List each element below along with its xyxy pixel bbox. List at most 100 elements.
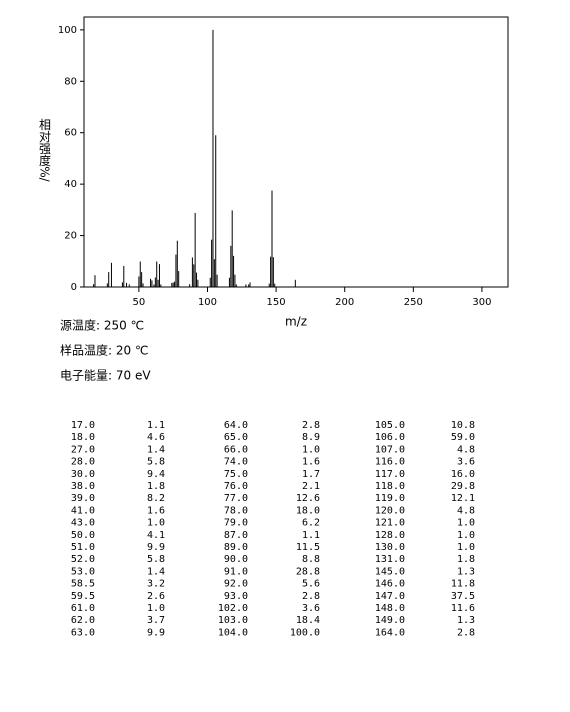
table-intensity: 1.4: [147, 444, 165, 455]
table-intensity: 3.6: [302, 603, 320, 614]
table-intensity: 5.8: [147, 554, 165, 565]
table-mz: 66.0: [224, 444, 248, 455]
table-mz: 65.0: [224, 432, 248, 443]
table-mz: 146.0: [375, 579, 405, 590]
table-intensity: 5.6: [302, 579, 320, 590]
y-tick-label: 80: [64, 76, 77, 87]
table-mz: 117.0: [375, 469, 405, 480]
condition: 样品温度: 20 ℃: [60, 343, 148, 358]
table-intensity: 18.4: [296, 615, 320, 626]
x-tick-label: 50: [133, 297, 146, 308]
table-mz: 28.0: [71, 457, 95, 468]
table-intensity: 9.9: [147, 542, 165, 553]
table-mz: 89.0: [224, 542, 248, 553]
table-intensity: 5.8: [147, 457, 165, 468]
table-mz: 105.0: [375, 420, 405, 431]
table-mz: 104.0: [218, 627, 248, 638]
table-mz: 102.0: [218, 603, 248, 614]
table-mz: 164.0: [375, 627, 405, 638]
table-intensity: 1.8: [147, 481, 165, 492]
table-intensity: 1.1: [147, 420, 165, 431]
table-mz: 103.0: [218, 615, 248, 626]
table-mz: 17.0: [71, 420, 95, 431]
table-mz: 107.0: [375, 444, 405, 455]
plot-frame: [83, 16, 509, 288]
table-intensity: 16.0: [451, 469, 475, 480]
table-intensity: 1.1: [302, 530, 320, 541]
table-intensity: 1.0: [457, 518, 475, 529]
x-tick-label: 100: [198, 297, 217, 308]
table-intensity: 59.0: [451, 432, 475, 443]
table-intensity: 6.2: [302, 518, 320, 529]
table-intensity: 2.1: [302, 481, 320, 492]
table-mz: 18.0: [71, 432, 95, 443]
table-intensity: 3.2: [147, 579, 165, 590]
table-intensity: 1.6: [147, 505, 165, 516]
table-mz: 62.0: [71, 615, 95, 626]
table-intensity: 1.0: [147, 518, 165, 529]
table-mz: 50.0: [71, 530, 95, 541]
x-tick-label: 200: [335, 297, 354, 308]
table-mz: 51.0: [71, 542, 95, 553]
table-intensity: 3.7: [147, 615, 165, 626]
table-intensity: 100.0: [290, 627, 320, 638]
condition: 电子能量: 70 eV: [60, 369, 151, 383]
table-mz: 52.0: [71, 554, 95, 565]
table-mz: 61.0: [71, 603, 95, 614]
table-mz: 76.0: [224, 481, 248, 492]
x-tick-label: 250: [404, 297, 423, 308]
table-intensity: 3.6: [457, 457, 475, 468]
table-intensity: 1.7: [302, 469, 320, 480]
x-axis-label: m/z: [285, 315, 307, 329]
y-axis-label: 相对强度%/: [38, 118, 52, 183]
table-intensity: 4.8: [457, 505, 475, 516]
table-mz: 131.0: [375, 554, 405, 565]
table-intensity: 1.0: [147, 603, 165, 614]
table-intensity: 1.3: [457, 615, 475, 626]
table-intensity: 37.5: [451, 591, 475, 602]
table-mz: 128.0: [375, 530, 405, 541]
table-mz: 63.0: [71, 627, 95, 638]
table-mz: 38.0: [71, 481, 95, 492]
table-intensity: 1.0: [302, 444, 320, 455]
table-mz: 59.5: [71, 591, 95, 602]
table-mz: 116.0: [375, 457, 405, 468]
table-mz: 90.0: [224, 554, 248, 565]
table-intensity: 11.8: [451, 579, 475, 590]
table-mz: 119.0: [375, 493, 405, 504]
x-tick-label: 150: [267, 297, 286, 308]
table-intensity: 10.8: [451, 420, 475, 431]
y-tick-label: 0: [71, 282, 77, 293]
table-intensity: 4.6: [147, 432, 165, 443]
table-mz: 91.0: [224, 566, 248, 577]
table-mz: 106.0: [375, 432, 405, 443]
table-intensity: 18.0: [296, 505, 320, 516]
y-tick-label: 40: [64, 179, 77, 190]
table-intensity: 8.8: [302, 554, 320, 565]
table-mz: 58.5: [71, 579, 95, 590]
table-intensity: 2.8: [302, 420, 320, 431]
table-mz: 64.0: [224, 420, 248, 431]
table-mz: 92.0: [224, 579, 248, 590]
table-intensity: 1.4: [147, 566, 165, 577]
table-mz: 74.0: [224, 457, 248, 468]
table-intensity: 1.8: [457, 554, 475, 565]
table-mz: 93.0: [224, 591, 248, 602]
table-intensity: 9.4: [147, 469, 165, 480]
table-intensity: 12.1: [451, 493, 475, 504]
y-tick-label: 60: [64, 128, 77, 139]
table-intensity: 1.3: [457, 566, 475, 577]
table-intensity: 8.9: [302, 432, 320, 443]
table-intensity: 9.9: [147, 627, 165, 638]
y-tick-label: 100: [58, 25, 77, 36]
table-intensity: 4.1: [147, 530, 165, 541]
condition: 源温度: 250 ℃: [60, 318, 144, 333]
table-mz: 27.0: [71, 444, 95, 455]
table-intensity: 4.8: [457, 444, 475, 455]
table-intensity: 28.8: [296, 566, 320, 577]
table-intensity: 29.8: [451, 481, 475, 492]
table-mz: 145.0: [375, 566, 405, 577]
table-mz: 30.0: [71, 469, 95, 480]
table-mz: 148.0: [375, 603, 405, 614]
